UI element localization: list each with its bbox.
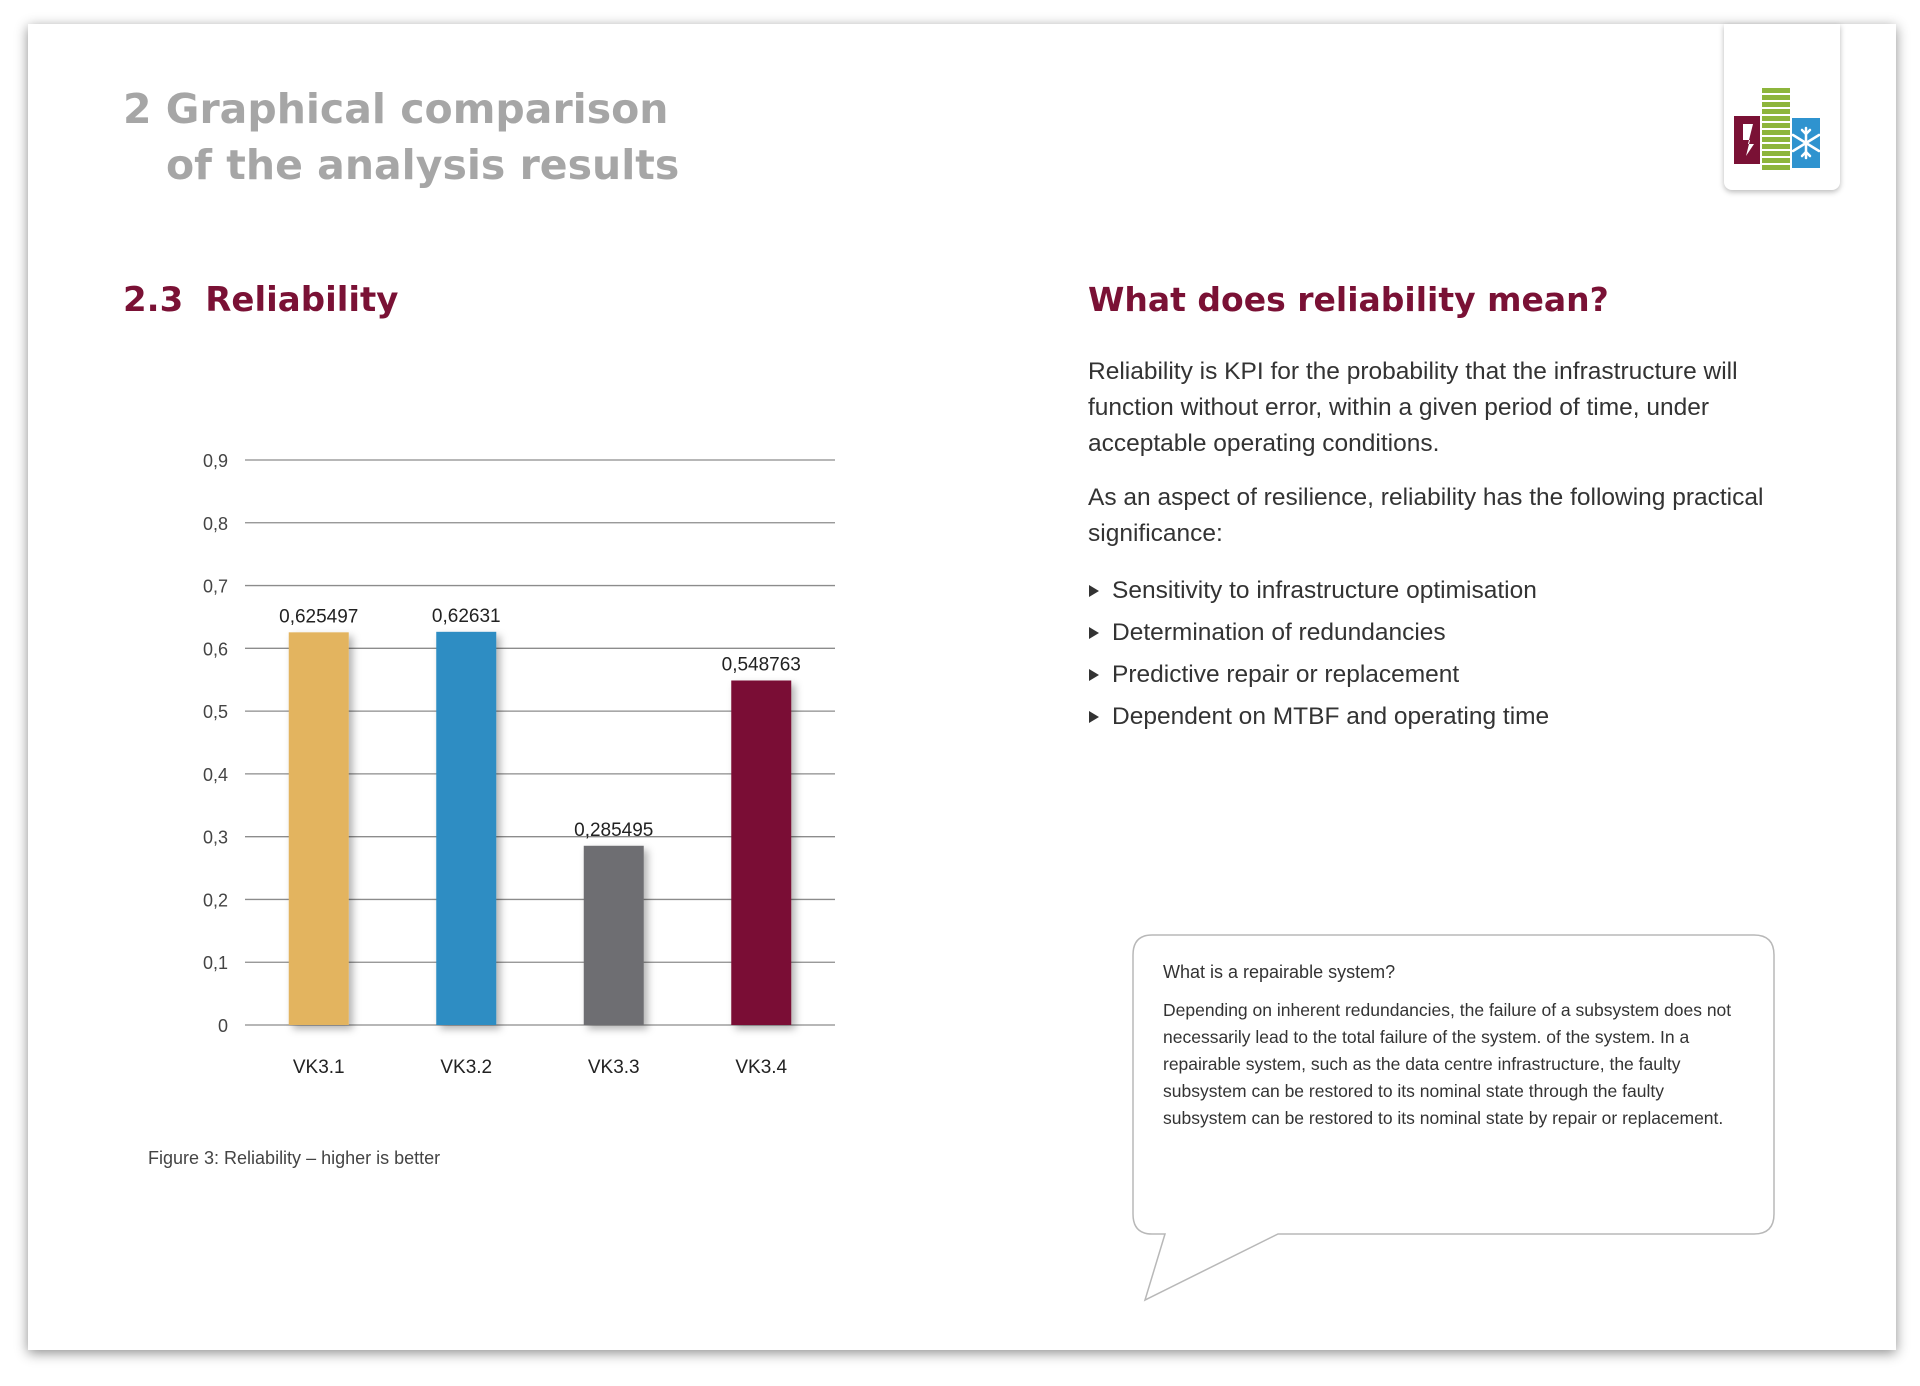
list-item-text: Predictive repair or replacement [1112, 661, 1460, 688]
page-title: 2 Graphical comparison of the analysis r… [123, 81, 679, 193]
x-tick-label: VK3.3 [588, 1057, 640, 1078]
callout-body: Depending on inherent redundancies, the … [1163, 1000, 1732, 1128]
y-tick-label: 0,4 [203, 765, 228, 785]
x-tick-label: VK3.1 [293, 1057, 345, 1078]
y-tick-label: 0 [218, 1016, 228, 1036]
triangle-bullet-icon [1089, 627, 1099, 639]
data-label: 0,548763 [722, 654, 801, 675]
section-title: 2.3 Reliability [123, 280, 398, 320]
list-item-text: Determination of redundancies [1112, 619, 1446, 646]
side-heading: What does reliability mean? [1088, 280, 1609, 319]
data-label: 0,625497 [279, 606, 358, 627]
y-tick-label: 0,9 [203, 451, 228, 471]
list-item: Dependent on MTBF and operating time [1088, 696, 1808, 738]
page-title-line-1: 2 Graphical comparison [123, 85, 669, 133]
list-item: Determination of redundancies [1088, 612, 1808, 654]
x-tick-label: VK3.2 [440, 1057, 492, 1078]
power-battery-cooling-logo-icon [1734, 88, 1821, 170]
x-tick-label: VK3.4 [735, 1057, 787, 1078]
y-tick-label: 0,3 [203, 828, 228, 848]
y-tick-label: 0,7 [203, 577, 228, 597]
bar-vk3-1 [288, 632, 349, 1025]
triangle-bullet-icon [1089, 585, 1099, 597]
list-item-text: Sensitivity to infrastructure optimisati… [1112, 577, 1537, 604]
section-number: 2.3 [123, 280, 184, 320]
triangle-bullet-icon [1089, 711, 1099, 723]
list-item: Sensitivity to infrastructure optimisati… [1088, 570, 1808, 612]
significance-list: Sensitivity to infrastructure optimisati… [1088, 570, 1808, 738]
significance-paragraph: As an aspect of resilience, reliability … [1088, 484, 1764, 547]
speech-bubble [1132, 934, 1775, 1302]
bar-vk3-2 [436, 631, 497, 1025]
logo-tab [1724, 24, 1840, 190]
y-tick-label: 0,6 [203, 639, 228, 659]
list-item: Predictive repair or replacement [1088, 654, 1808, 696]
y-tick-label: 0,2 [203, 890, 228, 910]
callout-content: What is a repairable system? Depending o… [1163, 962, 1733, 1132]
y-tick-label: 0,1 [203, 953, 228, 973]
reliability-bar-chart: 0 0,1 0,2 0,3 0,4 0,5 0,6 0,7 0,8 0,9 0,625497 VK3.… [203, 451, 835, 1078]
bar-vk3-3 [583, 845, 644, 1025]
list-item-text: Dependent on MTBF and operating time [1112, 703, 1550, 730]
y-tick-label: 0,8 [203, 514, 228, 534]
bar-vk3-4 [731, 680, 792, 1025]
definition-paragraph: Reliability is KPI for the probability t… [1088, 358, 1738, 457]
y-tick-label: 0,5 [203, 702, 228, 722]
data-label: 0,285495 [574, 820, 653, 841]
page-title-line-2: of the analysis results [166, 141, 680, 189]
triangle-bullet-icon [1089, 669, 1099, 681]
battery-icon [1762, 88, 1790, 170]
callout-title: What is a repairable system? [1163, 962, 1396, 982]
side-body: Reliability is KPI for the probability t… [1088, 354, 1808, 738]
data-label: 0,62631 [432, 606, 501, 627]
figure-caption: Figure 3: Reliability – higher is better [148, 1148, 441, 1168]
section-title-text: Reliability [205, 280, 399, 320]
